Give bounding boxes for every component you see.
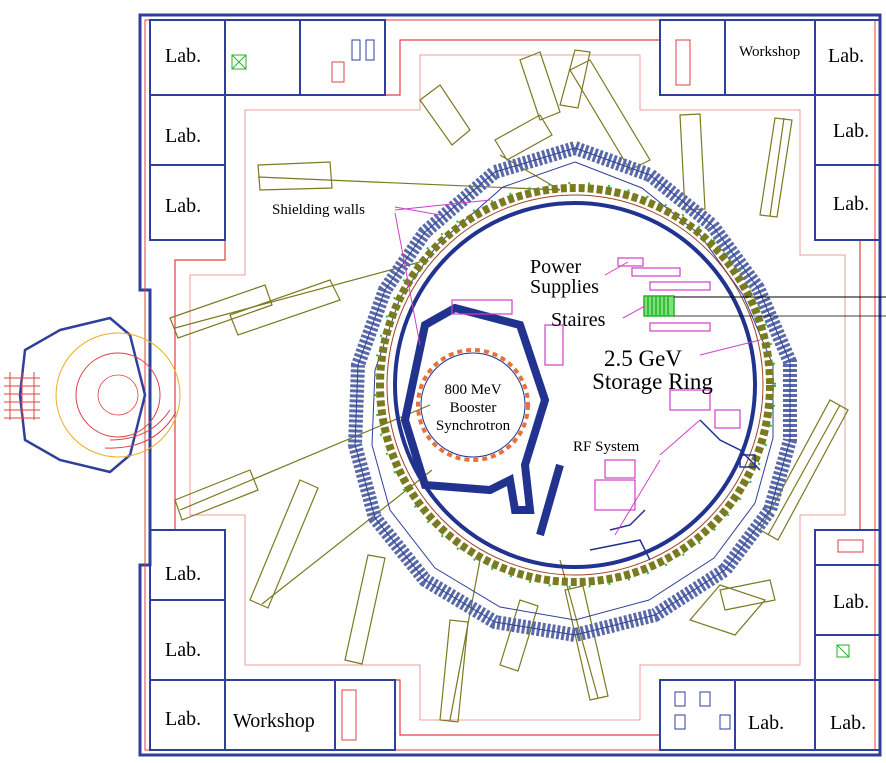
booster-energy-label: 800 MeV [444, 382, 502, 398]
lab-top-left-label: Lab. [165, 45, 202, 67]
staires-label: Staires [551, 309, 606, 331]
lab-left-4-label: Lab. [165, 563, 202, 585]
storage-ring [374, 182, 776, 588]
lab-top-right-label: Lab. [828, 45, 865, 67]
shielding-walls-label: Shielding walls [272, 202, 365, 218]
booster-shield [400, 303, 564, 537]
stairs-symbol [643, 295, 675, 317]
workshop-bottom-label: Workshop [233, 710, 315, 732]
lab-right-2-label: Lab. [833, 120, 870, 142]
supplies-label: Supplies [530, 276, 599, 298]
synchrotron-label: Synchrotron [435, 418, 511, 434]
lab-bottom-right-1-label: Lab. [748, 712, 785, 734]
ring-energy-label: 2.5 GeV [604, 346, 682, 371]
lab-left-2-label: Lab. [165, 125, 202, 147]
rooms-outline [149, 19, 881, 751]
workshop-top-label: Workshop [739, 44, 801, 60]
lab-right-4-label: Lab. [833, 591, 870, 613]
rotunda-entrance [4, 316, 181, 474]
booster-word-label: Booster [449, 400, 497, 416]
rf-system-label: RF System [573, 439, 640, 455]
lab-bottom-left-label: Lab. [165, 708, 202, 730]
lab-left-5-label: Lab. [165, 639, 202, 661]
rf-equipment [589, 419, 761, 561]
power-label: Power [530, 256, 582, 278]
equipment [451, 257, 741, 511]
booster-ring [416, 348, 530, 462]
lab-right-3-label: Lab. [833, 193, 870, 215]
lab-bottom-right-2-label: Lab. [830, 712, 867, 734]
leader-lines [394, 199, 761, 536]
ring-name-label: Storage Ring [592, 369, 713, 394]
lab-left-3-label: Lab. [165, 195, 202, 217]
room-fixtures [231, 39, 864, 741]
